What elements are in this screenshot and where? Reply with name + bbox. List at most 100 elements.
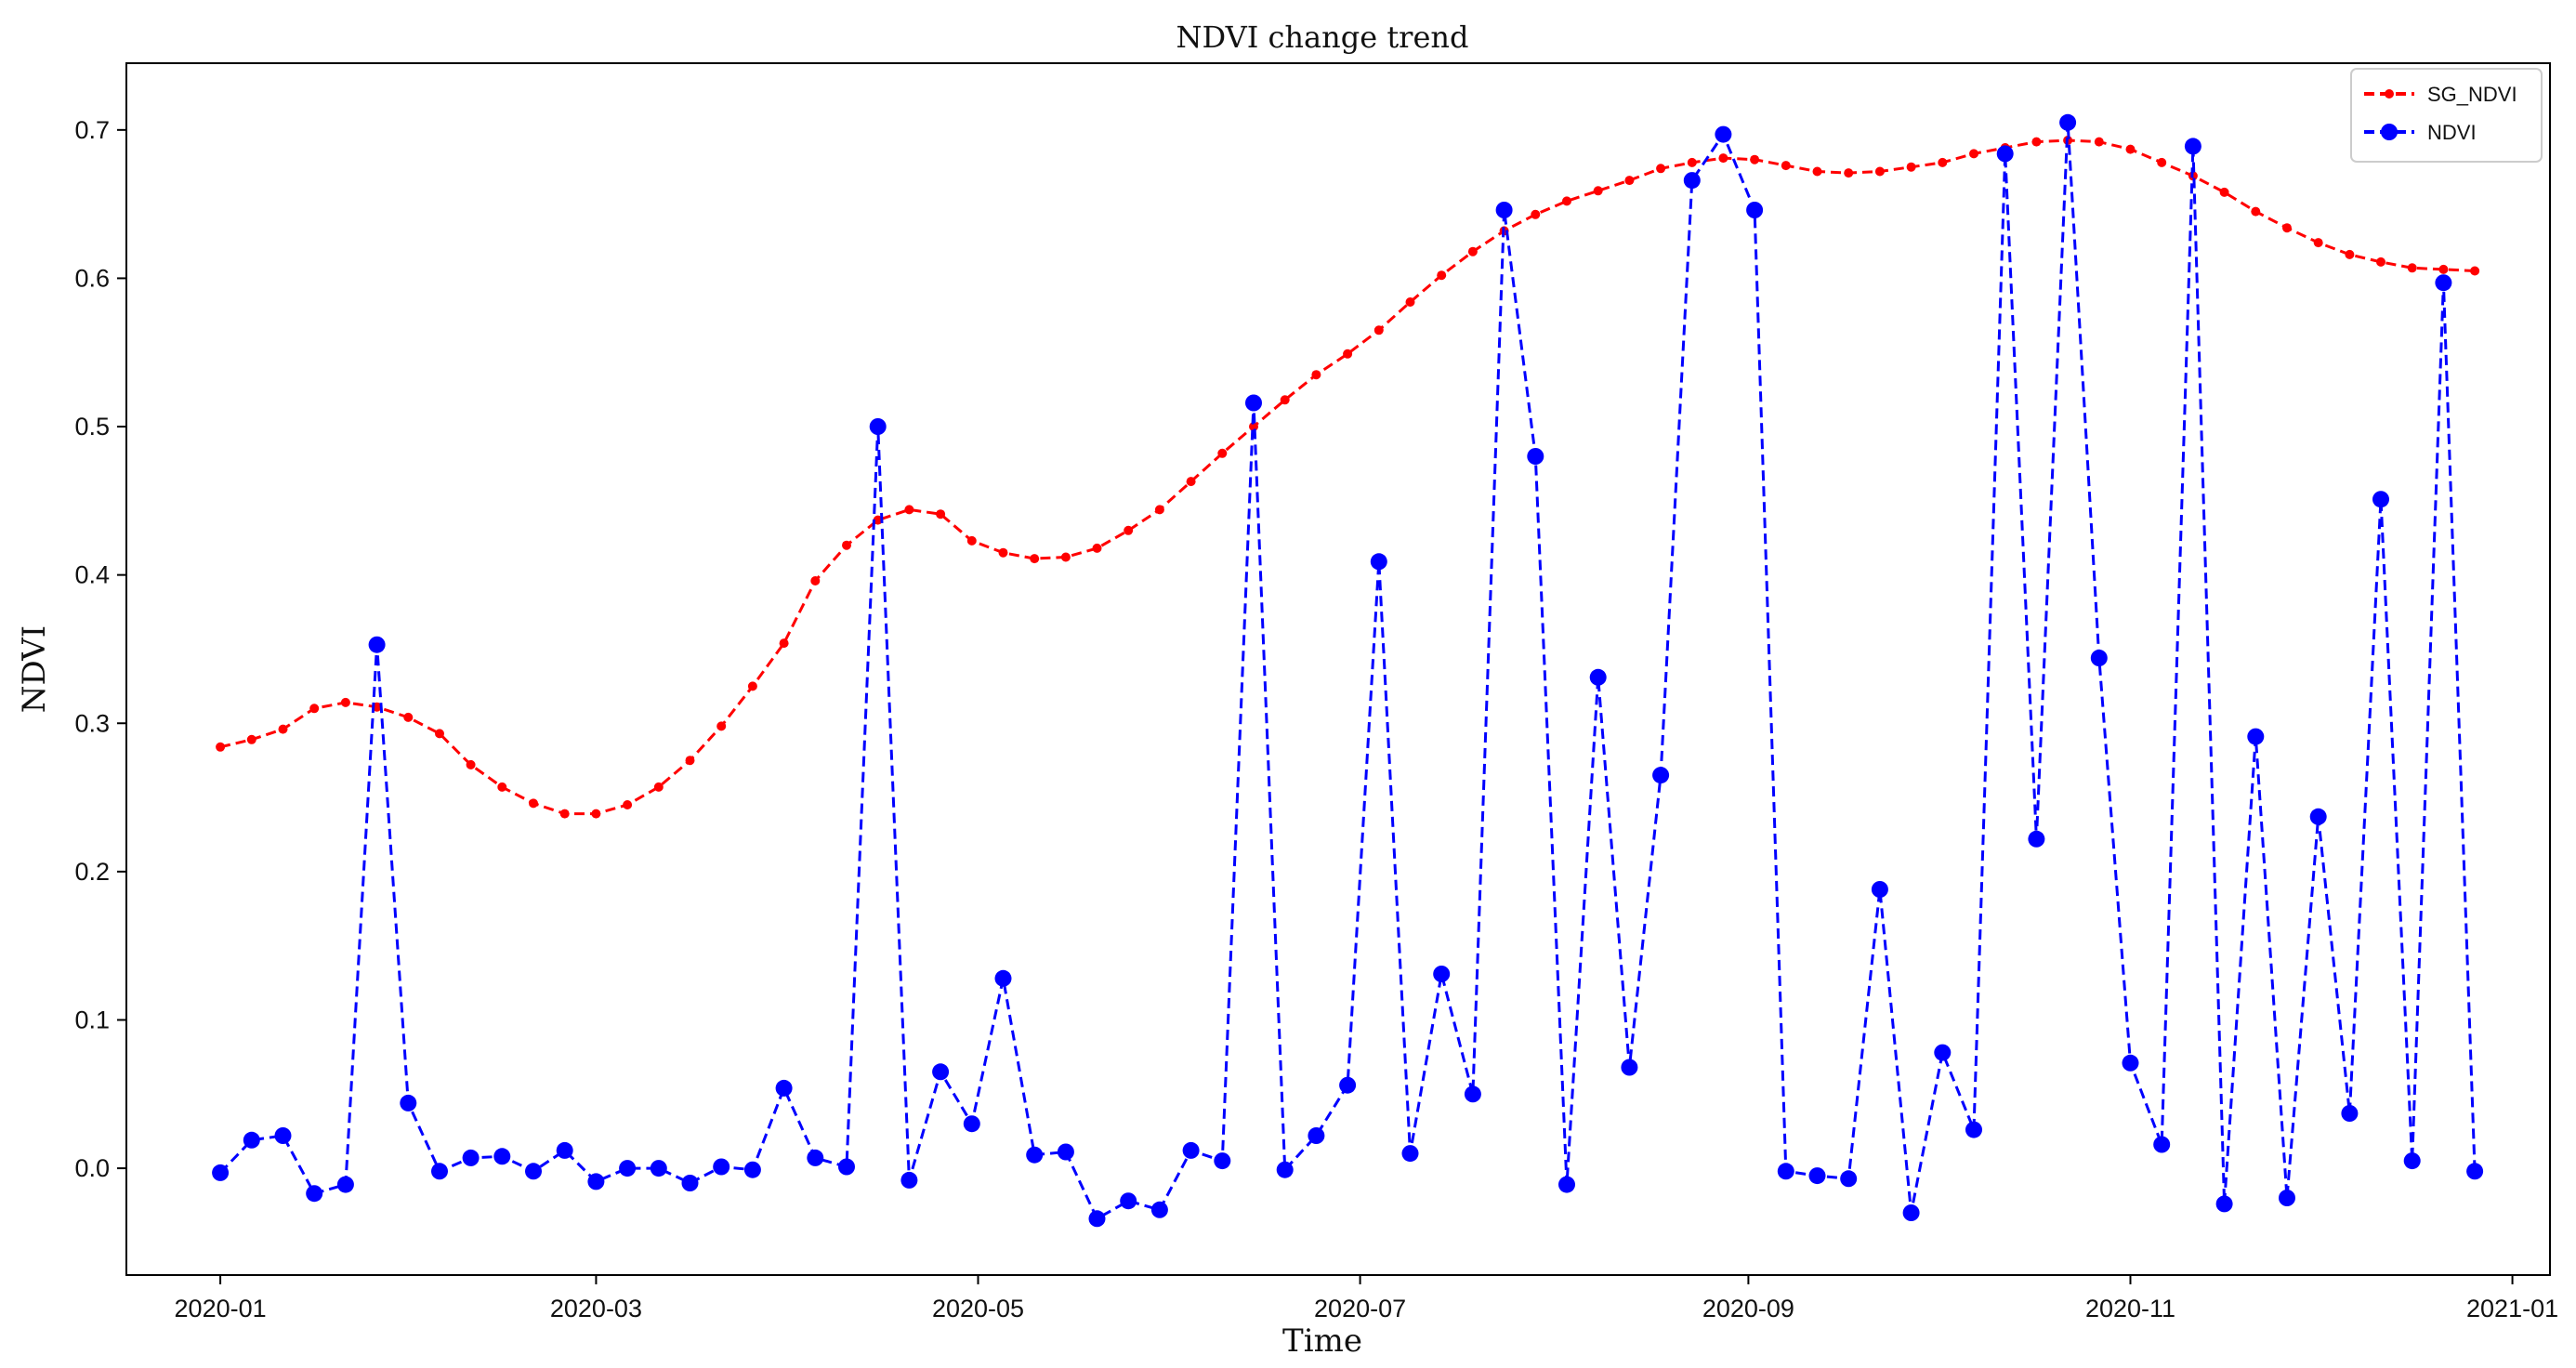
data-point-ndvi <box>274 1127 292 1144</box>
data-point-ndvi <box>1495 202 1513 218</box>
data-point-ndvi <box>2466 1163 2484 1180</box>
data-point-sg-ndvi <box>779 638 789 649</box>
series-sg-ndvi <box>216 136 2480 819</box>
data-point-sg-ndvi <box>1531 209 1541 219</box>
data-point-ndvi <box>900 1171 918 1189</box>
data-point-ndvi <box>2059 113 2077 131</box>
data-point-ndvi <box>1401 1145 1419 1163</box>
data-point-sg-ndvi <box>1467 246 1478 256</box>
y-tick-label: 0.3 <box>74 709 110 737</box>
plot-area <box>125 62 2551 1276</box>
data-point-ndvi <box>1808 1167 1826 1185</box>
data-point-sg-ndvi <box>966 535 977 546</box>
data-point-sg-ndvi <box>2219 187 2229 197</box>
data-point-sg-ndvi <box>1656 164 1666 174</box>
x-tick-label: 2020-07 <box>1314 1295 1406 1322</box>
x-tick-label: 2021-01 <box>2466 1295 2558 1322</box>
data-point-sg-ndvi <box>1874 166 1885 177</box>
x-tick-label: 2020-01 <box>175 1295 267 1322</box>
legend-ndvi-marker <box>2381 124 2398 140</box>
data-point-ndvi <box>1840 1170 1858 1188</box>
data-point-sg-ndvi <box>1938 157 1948 167</box>
data-point-sg-ndvi <box>1624 176 1635 186</box>
data-point-sg-ndvi <box>1217 448 1228 458</box>
data-point-sg-ndvi <box>810 576 821 585</box>
data-point-ndvi <box>1308 1127 1325 1144</box>
data-point-ndvi <box>1621 1059 1638 1076</box>
data-point-sg-ndvi <box>403 712 414 722</box>
series-layer <box>212 113 2484 1228</box>
data-point-sg-ndvi <box>2470 266 2480 276</box>
data-point-ndvi <box>400 1094 417 1112</box>
legend-label-ndvi: NDVI <box>2427 121 2477 144</box>
data-point-sg-ndvi <box>1311 370 1321 380</box>
data-point-sg-ndvi <box>2157 157 2167 167</box>
data-point-ndvi <box>587 1173 605 1190</box>
data-point-sg-ndvi <box>278 724 288 734</box>
data-point-sg-ndvi <box>685 756 695 766</box>
data-point-sg-ndvi <box>1781 161 1791 171</box>
data-point-sg-ndvi <box>1186 477 1196 487</box>
data-point-sg-ndvi <box>1154 505 1164 515</box>
data-point-sg-ndvi <box>2282 223 2292 233</box>
data-point-ndvi <box>306 1185 323 1203</box>
data-point-ndvi <box>1433 966 1451 982</box>
data-point-sg-ndvi <box>1405 297 1415 307</box>
data-point-sg-ndvi <box>497 782 507 792</box>
y-tick-label: 0.7 <box>74 116 110 144</box>
data-point-ndvi <box>681 1175 699 1191</box>
legend-sg-ndvi-marker <box>2385 89 2394 99</box>
data-point-ndvi <box>2372 491 2389 508</box>
data-point-ndvi <box>1370 553 1387 571</box>
x-tick-label: 2020-05 <box>932 1295 1024 1322</box>
y-tick-label: 0.0 <box>74 1154 110 1182</box>
data-point-ndvi <box>2184 138 2201 155</box>
data-point-sg-ndvi <box>1373 325 1384 335</box>
data-point-sg-ndvi <box>591 809 601 819</box>
data-point-sg-ndvi <box>2407 263 2417 273</box>
data-point-ndvi <box>1652 767 1670 784</box>
data-point-ndvi <box>743 1161 761 1178</box>
data-point-sg-ndvi <box>1718 153 1728 164</box>
data-point-ndvi <box>1057 1143 1074 1161</box>
data-point-ndvi <box>1214 1152 1231 1170</box>
data-point-sg-ndvi <box>1060 552 1071 562</box>
data-point-ndvi <box>838 1158 855 1176</box>
data-point-ndvi <box>932 1063 950 1081</box>
data-point-sg-ndvi <box>747 681 757 691</box>
data-point-sg-ndvi <box>2094 137 2104 147</box>
chart-title: NDVI change trend <box>1176 20 1468 55</box>
data-point-sg-ndvi <box>2438 264 2449 274</box>
x-tick-label: 2020-11 <box>2085 1295 2175 1322</box>
data-point-sg-ndvi <box>904 505 914 515</box>
data-point-ndvi <box>963 1115 980 1133</box>
data-point-ndvi <box>368 636 386 653</box>
data-point-sg-ndvi <box>2251 206 2261 217</box>
data-point-sg-ndvi <box>1092 543 1102 553</box>
y-tick-label: 0.1 <box>74 1006 110 1033</box>
data-point-sg-ndvi <box>653 782 664 792</box>
data-point-ndvi <box>1026 1146 1044 1164</box>
data-point-ndvi <box>2341 1105 2359 1122</box>
data-point-ndvi <box>807 1149 824 1166</box>
data-point-sg-ndvi <box>1844 168 1854 178</box>
data-point-sg-ndvi <box>529 798 538 809</box>
data-point-ndvi <box>2153 1136 2171 1153</box>
y-axis: 0.0 0.1 0.2 0.3 0.4 0.5 0.6 0.7 <box>74 116 126 1182</box>
data-point-sg-ndvi <box>1280 395 1290 405</box>
data-point-sg-ndvi <box>2345 249 2355 259</box>
data-point-ndvi <box>1965 1121 1982 1138</box>
x-axis: 2020-01 2020-03 2020-05 2020-07 2020-09 2020-… <box>175 1275 2558 1322</box>
x-axis-label: Time <box>1282 1322 1362 1360</box>
data-point-sg-ndvi <box>466 759 476 770</box>
data-point-sg-ndvi <box>936 509 946 520</box>
data-point-sg-ndvi <box>435 729 444 739</box>
data-point-ndvi <box>1715 125 1732 143</box>
data-point-ndvi <box>2309 808 2327 825</box>
data-point-sg-ndvi <box>1343 349 1353 359</box>
data-point-ndvi <box>2215 1195 2233 1213</box>
data-point-ndvi <box>2403 1152 2421 1170</box>
data-point-ndvi <box>650 1160 667 1177</box>
data-point-sg-ndvi <box>1906 162 1916 172</box>
data-point-sg-ndvi <box>340 697 350 707</box>
